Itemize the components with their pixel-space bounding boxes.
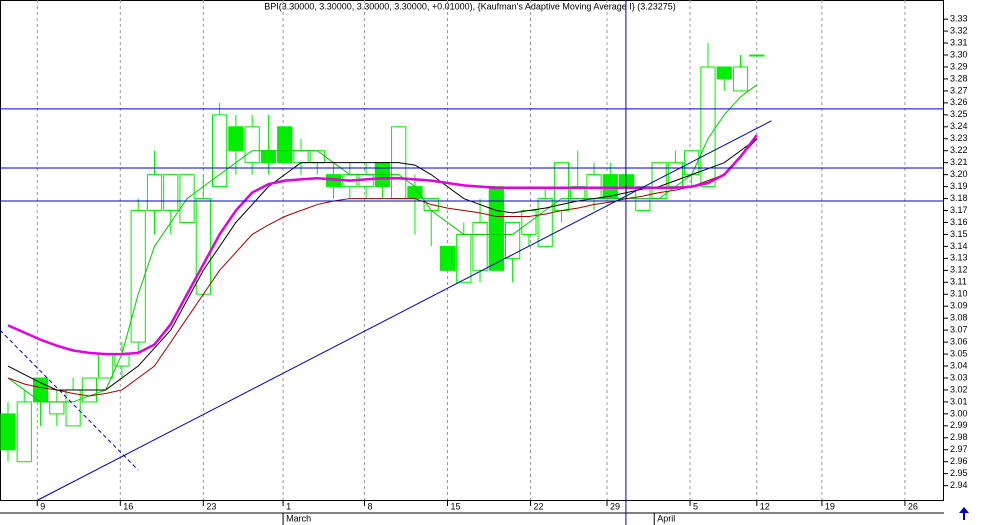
x-tick-label: 12 [760, 501, 770, 511]
candle-body [309, 150, 325, 164]
y-tick-label: 3.11 [950, 277, 967, 287]
indicator-line [7, 84, 758, 403]
candle-body [130, 210, 146, 343]
y-tick-label: 2.99 [950, 420, 968, 430]
y-tick-label: 3.00 [950, 408, 968, 418]
candle-body [146, 174, 163, 212]
y-tick-label: 3.19 [950, 181, 968, 191]
indicator-line [7, 138, 758, 397]
y-tick-label: 3.28 [950, 73, 968, 83]
y-tick-label: 3.10 [950, 289, 968, 299]
candle-body [277, 126, 293, 164]
candle-body [700, 66, 716, 188]
x-tick-label: 5 [693, 501, 698, 511]
y-tick-label: 3.17 [950, 205, 968, 215]
scroll-up-icon[interactable] [959, 507, 969, 520]
candle-body [456, 233, 472, 283]
y-tick-label: 3.04 [950, 360, 968, 370]
candle-body [228, 126, 244, 152]
x-tick-label: 9 [40, 501, 45, 511]
y-tick-label: 3.07 [950, 325, 968, 335]
y-tick-label: 3.03 [950, 372, 968, 382]
candle-body [407, 186, 423, 200]
candle-body [732, 66, 749, 92]
y-tick-label: 3.09 [950, 301, 968, 311]
candle-body [65, 389, 81, 427]
month-label: April [657, 513, 675, 523]
y-tick-label: 2.97 [950, 444, 968, 454]
arrow-head [959, 507, 969, 513]
y-tick-label: 2.96 [950, 456, 968, 466]
y-tick-label: 3.31 [950, 37, 968, 47]
x-tick-label: 16 [123, 501, 133, 511]
trend-line [37, 120, 772, 501]
x-tick-label: 23 [206, 501, 216, 511]
y-tick-label: 3.21 [950, 157, 968, 167]
y-tick-label: 3.15 [950, 229, 968, 239]
candle-body [537, 198, 553, 247]
candle-body [293, 150, 309, 164]
y-tick-label: 3.01 [950, 396, 968, 406]
y-tick-label: 3.24 [950, 121, 968, 131]
y-tick-label: 3.27 [950, 85, 968, 95]
candle-body [716, 66, 732, 80]
y-tick-label: 3.13 [950, 253, 968, 263]
x-tick-label: 19 [825, 501, 835, 511]
x-tick-label: 29 [610, 501, 620, 511]
y-tick-label: 3.12 [950, 265, 968, 275]
x-tick-label: 8 [367, 501, 372, 511]
x-tick-label: 26 [908, 501, 918, 511]
y-tick-label: 3.18 [950, 193, 968, 203]
y-tick-label: 2.94 [950, 480, 968, 490]
y-tick-label: 3.26 [950, 97, 968, 107]
y-tick-label: 3.23 [950, 133, 968, 143]
candle-body [0, 413, 16, 451]
candle-body [260, 150, 277, 164]
y-tick-label: 3.05 [950, 348, 968, 358]
candle-body [439, 245, 456, 271]
y-tick-label: 3.30 [950, 49, 968, 59]
y-tick-label: 3.02 [950, 384, 968, 394]
indicator-line [7, 138, 758, 391]
chart-title: BPI(3.30000, 3.30000, 3.30000, 3.30000, … [264, 1, 676, 11]
y-tick-label: 3.32 [950, 25, 968, 35]
y-tick-label: 3.20 [950, 169, 968, 179]
y-tick-label: 3.33 [950, 14, 968, 24]
y-tick-label: 3.29 [950, 61, 968, 71]
candle-body [211, 114, 228, 188]
y-tick-label: 3.14 [950, 241, 968, 251]
month-label: March [286, 513, 311, 523]
candle-body [163, 174, 179, 212]
candle-body [98, 353, 114, 379]
candle-body [244, 126, 260, 164]
candle-body [488, 186, 504, 271]
y-tick-label: 2.95 [950, 468, 968, 478]
x-tick-label: 1 [286, 501, 291, 511]
y-tick-label: 3.06 [950, 336, 968, 346]
x-tick-label: 15 [451, 501, 461, 511]
y-tick-label: 3.08 [950, 313, 968, 323]
candle-body [505, 221, 521, 259]
candle-body [618, 174, 635, 188]
y-tick-label: 3.22 [950, 145, 968, 155]
candle-body [16, 401, 32, 463]
candle-body [472, 221, 488, 271]
trend-line [0, 329, 139, 471]
candle-body [49, 401, 65, 415]
x-tick-label: 22 [534, 501, 544, 511]
candle-body [749, 54, 765, 57]
indicator-line [7, 134, 758, 356]
y-tick-label: 2.98 [950, 432, 968, 442]
y-tick-label: 3.25 [950, 109, 968, 119]
y-tick-label: 3.16 [950, 217, 968, 227]
plot-frame [0, 0, 944, 501]
